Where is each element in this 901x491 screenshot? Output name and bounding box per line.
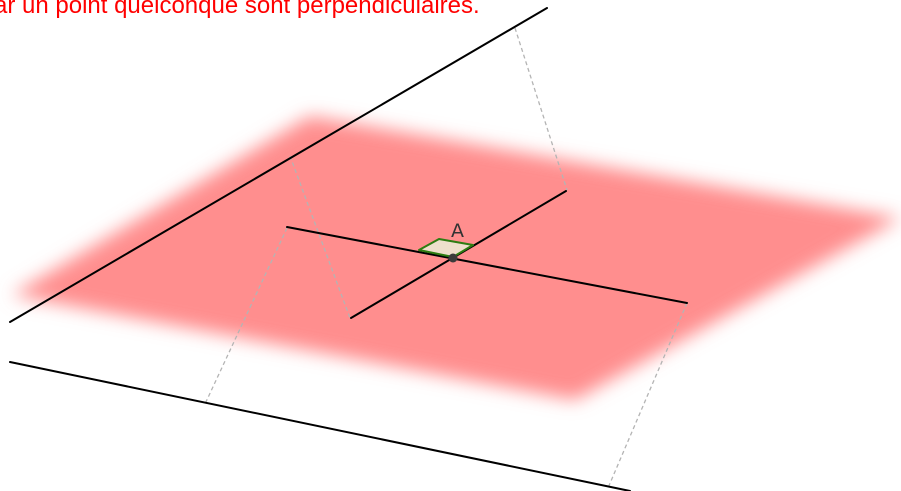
guide-line-4 — [607, 302, 688, 489]
guide-line-2 — [289, 155, 351, 319]
guide-lines — [204, 27, 688, 489]
point-a-label: A — [451, 220, 464, 242]
line-lower — [9, 361, 631, 491]
guide-line-3 — [204, 227, 288, 405]
caption-text: ar un point quelconque sont perpendicula… — [0, 0, 480, 19]
line-upper-left — [9, 7, 548, 323]
line-horizontal-in-plane — [286, 226, 688, 304]
point-a — [448, 253, 458, 263]
right-angle-marker — [418, 238, 474, 258]
guide-line-1 — [514, 27, 568, 191]
